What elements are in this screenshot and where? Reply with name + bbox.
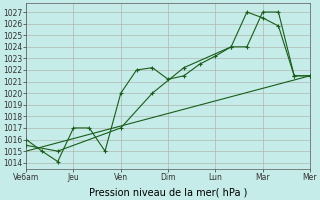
X-axis label: Pression niveau de la mer( hPa ): Pression niveau de la mer( hPa ) (89, 187, 247, 197)
